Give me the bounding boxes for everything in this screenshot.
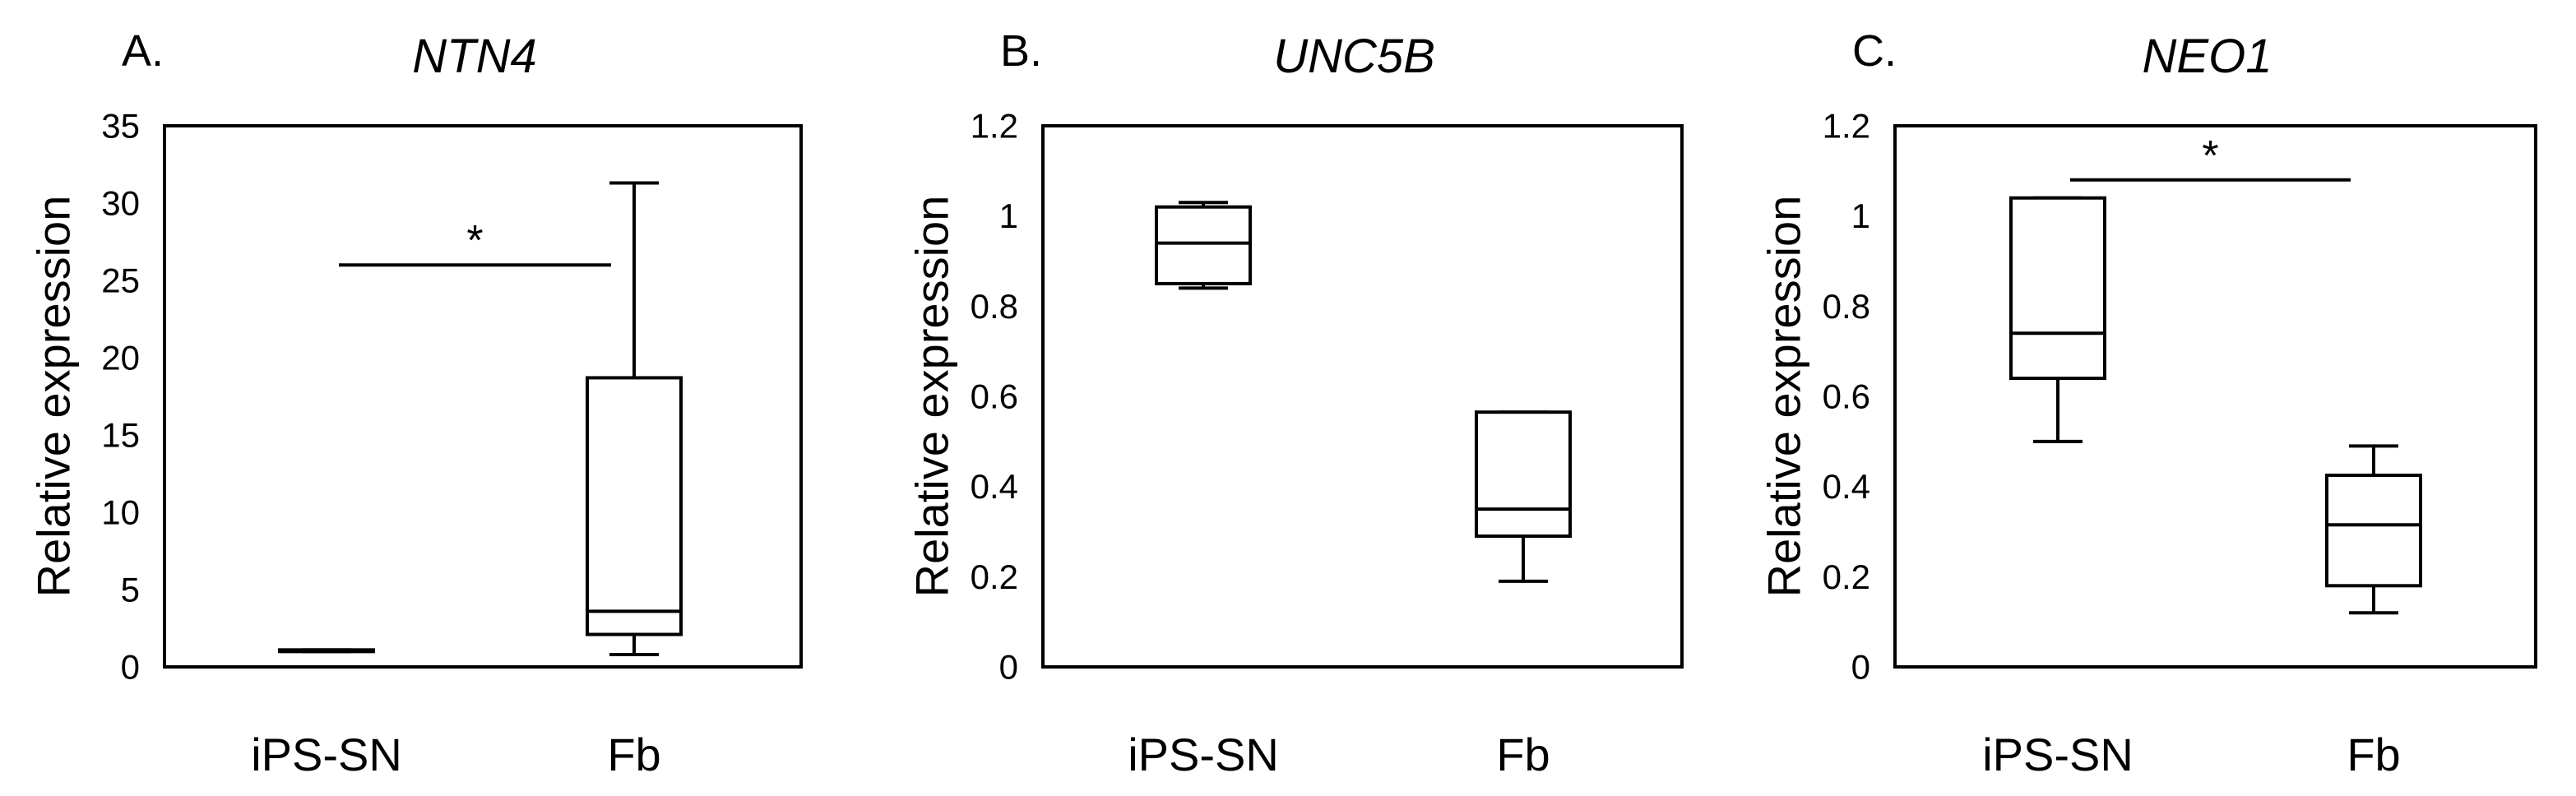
y-tick-label: 0.4 <box>1823 467 1870 506</box>
plot-frame <box>163 124 803 669</box>
y-tick-label: 35 <box>101 107 140 146</box>
x-category-label: iPS-SN <box>1982 729 2134 780</box>
y-tick-label: 1.2 <box>971 107 1018 146</box>
box-Fb <box>1475 410 1572 583</box>
plot-frame <box>1041 124 1684 669</box>
y-tick-label: 25 <box>101 261 140 300</box>
y-tick-label: 0 <box>1851 648 1870 687</box>
y-axis-label: Relative expression <box>1758 196 1810 598</box>
y-tick-label: 0.8 <box>1823 287 1870 326</box>
x-category-label: Fb <box>1496 729 1550 780</box>
box-iqr <box>586 376 683 636</box>
panel-label: A. <box>122 26 164 76</box>
x-category-label: iPS-SN <box>251 729 402 780</box>
y-tick-label: 1 <box>1851 197 1870 235</box>
y-axis-label: Relative expression <box>906 196 958 598</box>
y-tick-label: 0 <box>999 648 1018 687</box>
y-tick-label: 0 <box>121 648 140 687</box>
y-tick-label: 0.8 <box>971 287 1018 326</box>
chart-panel-2: B. UNC5B 0 0.2 0.4 0.6 0.8 1 1.2 Relative express… <box>906 26 1684 780</box>
y-tick-label: 0.4 <box>971 467 1018 506</box>
significance-marker: * <box>466 217 483 265</box>
box-iqr <box>1475 410 1572 538</box>
box-iqr <box>2325 473 2422 588</box>
chart-title: NTN4 <box>412 30 536 83</box>
y-tick-label: 10 <box>101 493 140 532</box>
significance-marker: * <box>2202 132 2218 180</box>
y-tick-label: 15 <box>101 416 140 455</box>
x-category-label: iPS-SN <box>1128 729 1279 780</box>
y-tick-label: 0.2 <box>971 558 1018 596</box>
chart-panel-1: A. NTN4 0 5 10 15 20 25 30 35 Relative expression i… <box>28 26 803 780</box>
y-tick-label: 0.2 <box>1823 558 1870 596</box>
x-category-label: Fb <box>607 729 660 780</box>
box-iPS-SN <box>2009 196 2106 443</box>
y-tick-label: 0.6 <box>971 377 1018 416</box>
y-tick-label: 0.6 <box>1823 377 1870 416</box>
chart-panel-3: C. NEO1 0 0.2 0.4 0.6 0.8 1 1.2 Relative expressi… <box>1758 26 2537 780</box>
box-iPS-SN <box>1155 201 1252 290</box>
x-category-label: Fb <box>2347 729 2400 780</box>
box-iqr <box>2009 196 2106 381</box>
y-tick-label: 5 <box>121 571 140 609</box>
y-tick-label: 20 <box>101 339 140 377</box>
panel-label: B. <box>1000 26 1042 76</box>
panel-label: C. <box>1852 26 1897 76</box>
box-Fb <box>2325 444 2422 615</box>
box-iPS-SN <box>278 648 375 654</box>
y-axis-label: Relative expression <box>28 196 80 598</box>
plot-frame <box>1893 124 2537 669</box>
y-tick-label: 1 <box>999 197 1018 235</box>
y-tick-label: 1.2 <box>1823 107 1870 146</box>
y-tick-label: 30 <box>101 184 140 223</box>
chart-title: NEO1 <box>2143 30 2273 83</box>
chart-title: UNC5B <box>1273 30 1435 83</box>
box-iqr <box>1155 205 1252 285</box>
box-Fb <box>586 181 683 656</box>
